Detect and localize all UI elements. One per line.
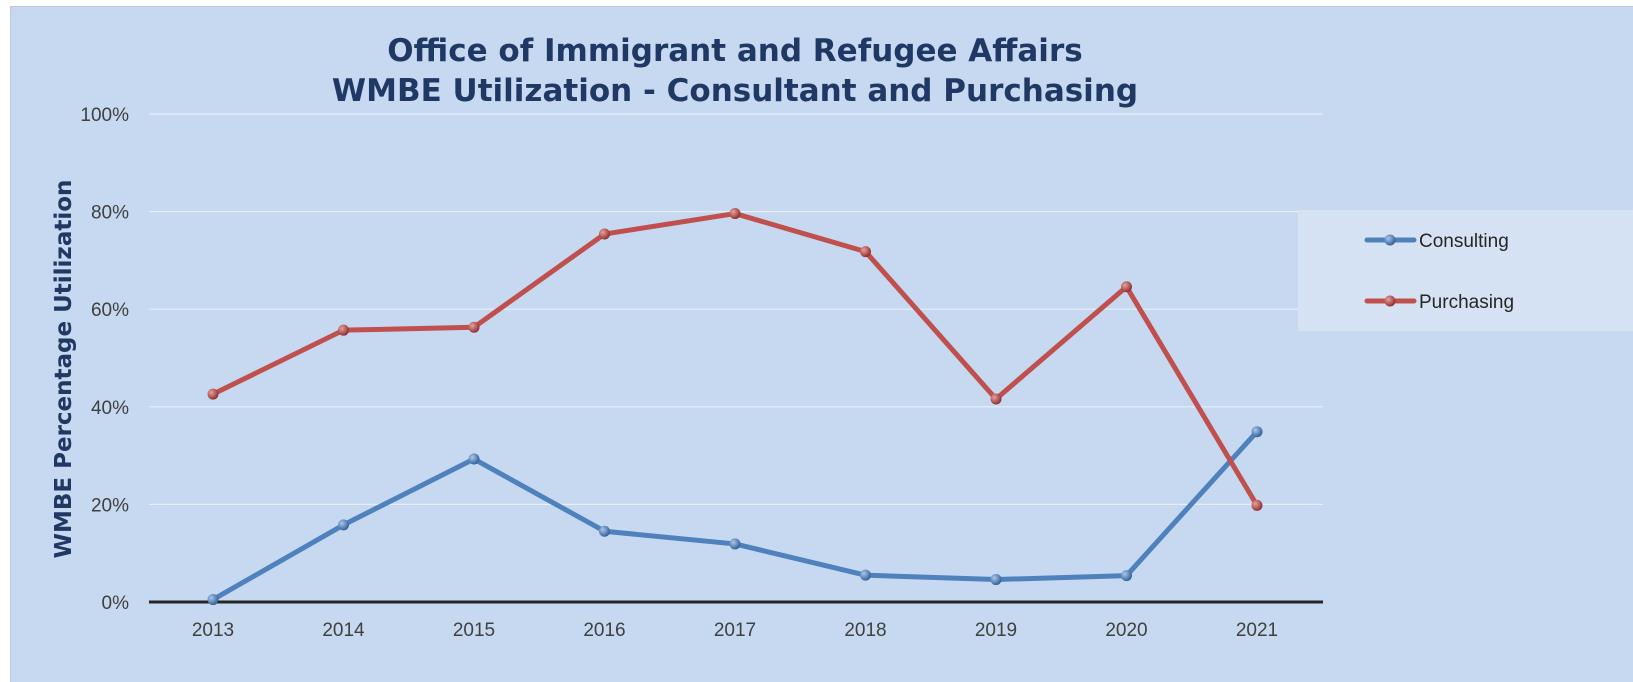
y-tick-label: 0% <box>102 593 130 614</box>
data-point-purchasing <box>1251 499 1263 511</box>
x-tick-label: 2014 <box>322 620 365 641</box>
series-layer <box>207 208 1263 606</box>
data-point-purchasing <box>468 321 480 333</box>
legend-marker <box>1384 234 1396 246</box>
legend-label: Consulting <box>1419 231 1509 252</box>
data-point-purchasing <box>207 388 219 400</box>
data-point-consulting <box>599 525 610 537</box>
legend-item-consulting: Consulting <box>1364 231 1509 252</box>
data-point-consulting <box>1121 570 1132 582</box>
chart-title-line-1: Office of Immigrant and Refugee Affairs <box>387 33 1082 69</box>
series-line-purchasing <box>210 211 1260 508</box>
data-point-consulting <box>338 519 349 531</box>
data-point-consulting <box>1251 426 1263 438</box>
x-tick-label: 2019 <box>975 620 1017 641</box>
legend-marker <box>1384 295 1396 307</box>
data-point-purchasing <box>990 393 1002 405</box>
x-tick-label: 2021 <box>1236 620 1278 641</box>
x-tick-label: 2015 <box>453 620 495 641</box>
data-point-purchasing <box>860 246 871 258</box>
x-tick-label: 2013 <box>192 620 234 641</box>
legend-label: Purchasing <box>1419 292 1514 313</box>
series-purchasing <box>207 208 1263 511</box>
y-tick-label: 80% <box>91 203 129 224</box>
legend: Consulting Purchasing <box>1298 210 1633 331</box>
y-axis-ticks: 0% 20% 40% 60% 80% 100% <box>80 105 129 614</box>
line-chart: Office of Immigrant and Refugee Affairs … <box>51 33 1633 641</box>
data-point-purchasing <box>729 208 741 220</box>
chart-title-line-2: WMBE Utilization - Consultant and Purcha… <box>332 73 1138 109</box>
y-tick-label: 100% <box>80 105 129 126</box>
chart-area: Office of Immigrant and Refugee Affairs … <box>10 6 1633 682</box>
x-tick-label: 2018 <box>844 620 886 641</box>
data-point-consulting <box>468 453 480 465</box>
series-line-consulting <box>210 429 1260 603</box>
y-axis-label: WMBE Percentage Utilization <box>51 180 77 559</box>
data-point-consulting <box>207 594 219 606</box>
data-point-consulting <box>729 538 741 550</box>
x-tick-label: 2017 <box>714 620 756 641</box>
gridlines <box>149 113 1323 505</box>
x-tick-label: 2020 <box>1105 620 1147 641</box>
y-tick-label: 60% <box>91 300 129 321</box>
data-point-consulting <box>990 574 1002 586</box>
data-point-purchasing <box>338 324 349 336</box>
y-tick-label: 40% <box>91 398 129 419</box>
x-axis-ticks: 2013 2014 2015 2016 2017 2018 2019 2020 2021 <box>192 620 1278 641</box>
y-tick-label: 20% <box>91 495 129 516</box>
data-point-purchasing <box>599 228 610 240</box>
legend-box <box>1298 210 1633 331</box>
data-point-purchasing <box>1121 281 1132 293</box>
x-tick-label: 2016 <box>583 620 625 641</box>
series-consulting <box>207 426 1263 606</box>
legend-item-purchasing: Purchasing <box>1364 292 1514 313</box>
data-point-consulting <box>860 569 871 581</box>
